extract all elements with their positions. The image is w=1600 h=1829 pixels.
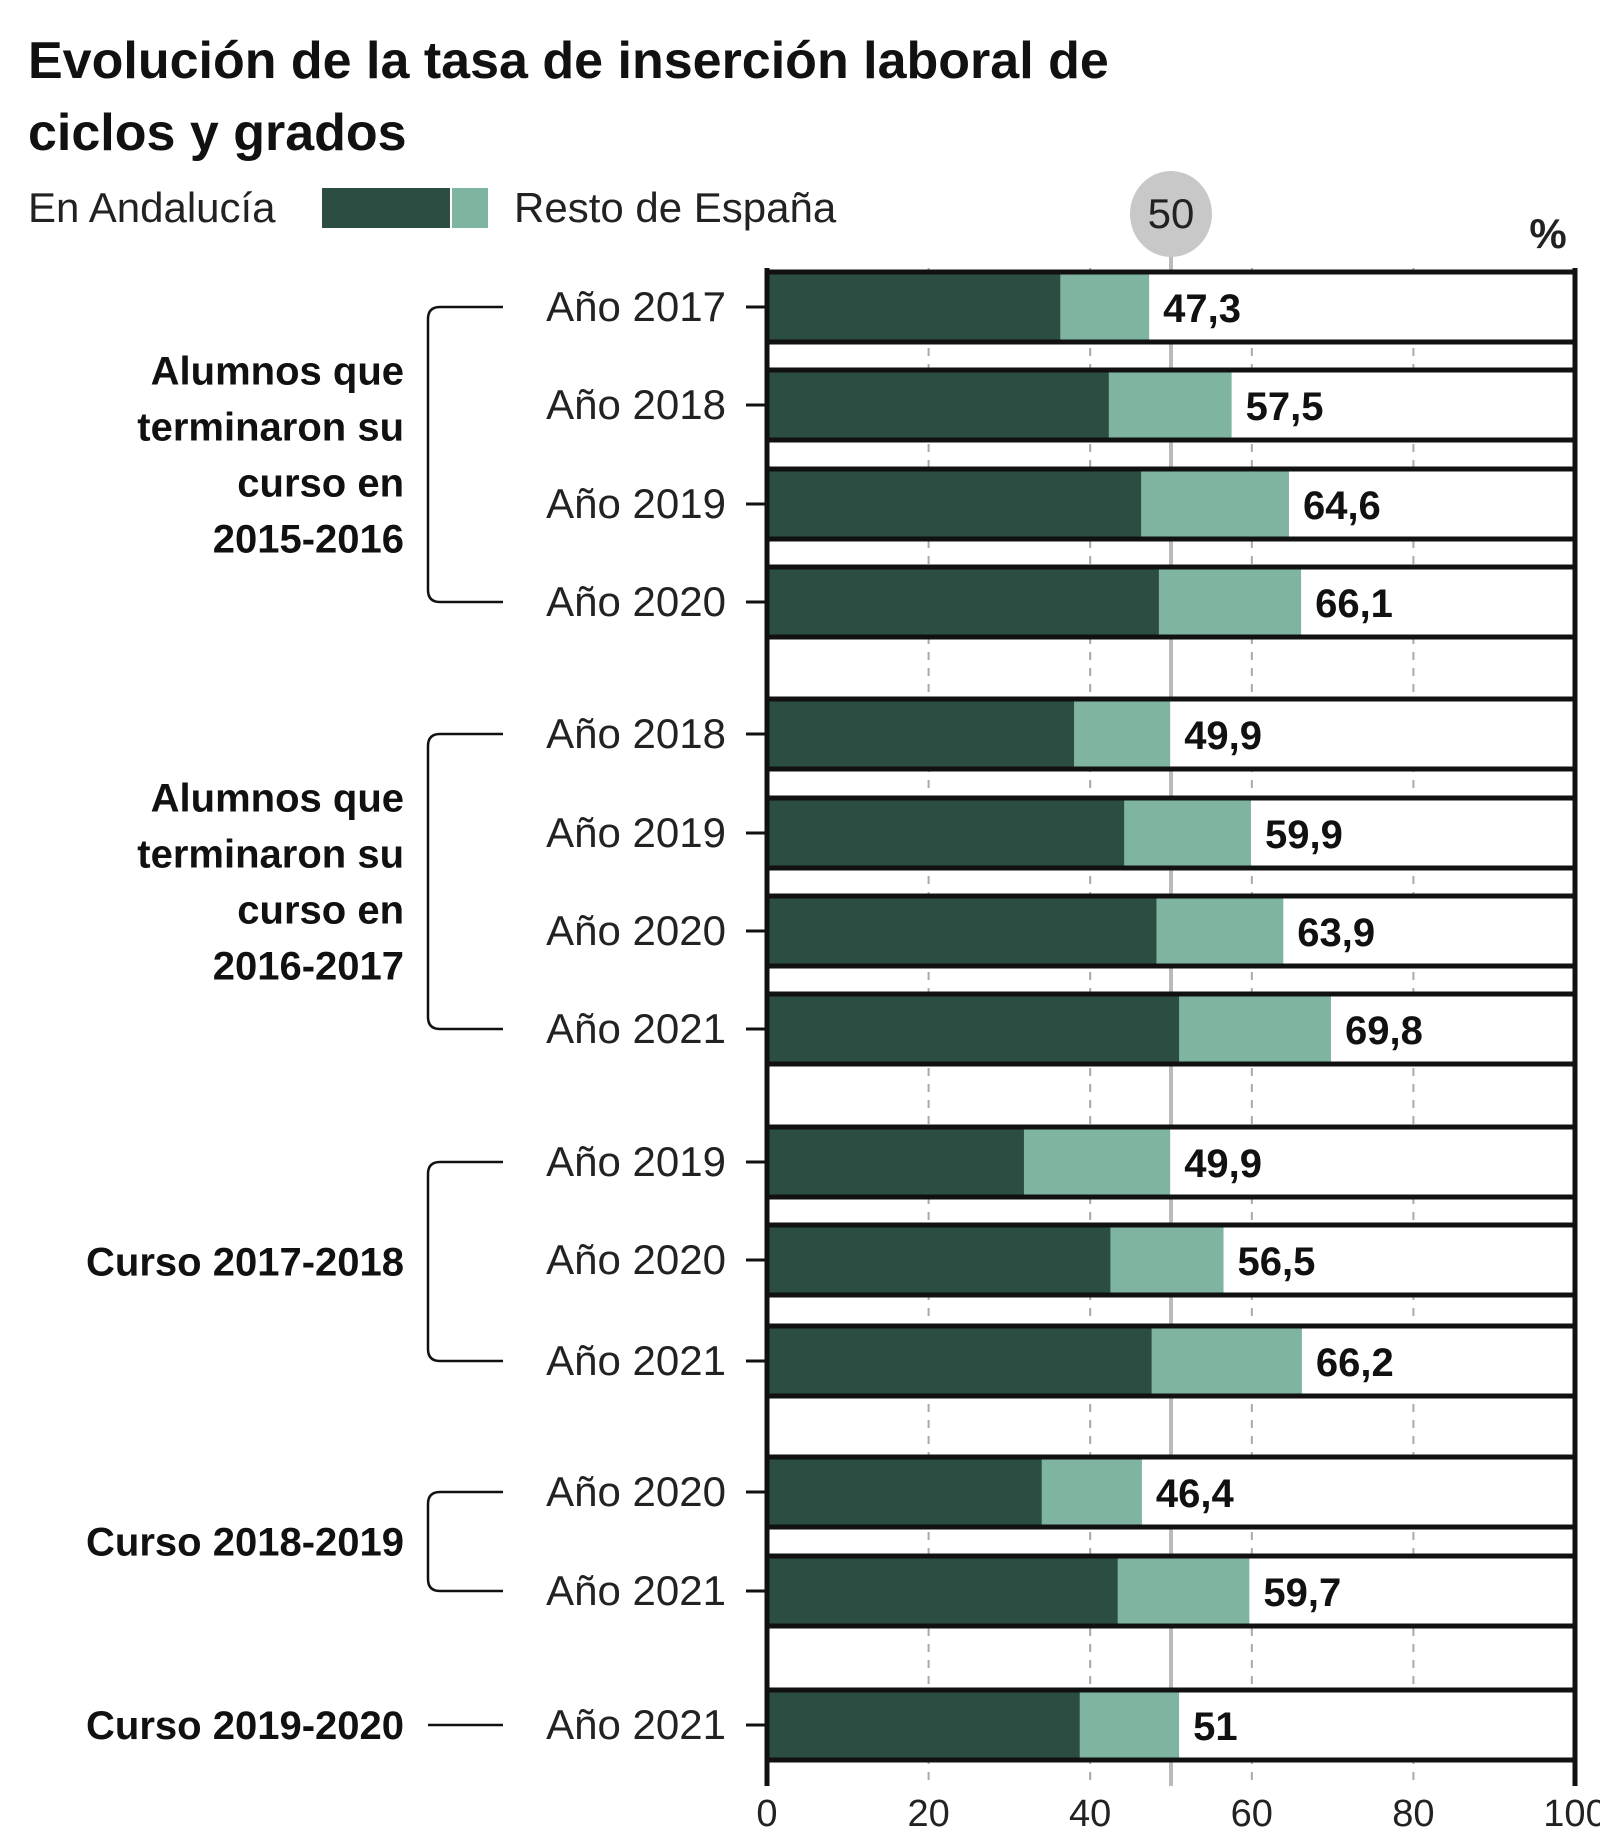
- bar-andalucia: [767, 272, 1061, 342]
- category-label: Año 2017: [546, 283, 726, 330]
- bar-andalucia: [767, 567, 1159, 637]
- group-label: 2015-2016: [213, 518, 404, 562]
- bar-andalucia: [767, 1326, 1152, 1396]
- category-label: Año 2020: [546, 1468, 726, 1515]
- group-label: Curso 2017-2018: [86, 1241, 404, 1285]
- x-tick-label: 20: [907, 1793, 949, 1829]
- value-label: 66,1: [1315, 582, 1393, 626]
- reference-marker: [1130, 171, 1212, 257]
- category-label: Año 2020: [546, 578, 726, 625]
- value-label: 63,9: [1297, 911, 1375, 955]
- bar-andalucia: [767, 469, 1142, 539]
- category-label: Año 2021: [546, 1005, 726, 1052]
- bar-andalucia: [767, 370, 1109, 440]
- legend: En Andalucía Resto de España: [28, 184, 837, 231]
- category-label: Año 2019: [546, 480, 726, 527]
- category-label: Año 2018: [546, 710, 726, 757]
- value-label: 69,8: [1345, 1009, 1423, 1053]
- group-label: terminaron su: [137, 406, 404, 450]
- unit-label: %: [1529, 210, 1566, 257]
- category-label: Año 2020: [546, 907, 726, 954]
- value-label: 59,9: [1265, 813, 1343, 857]
- bar-andalucia: [767, 798, 1125, 868]
- legend-swatch-andalucia: [322, 188, 450, 228]
- group-label: Curso 2019-2020: [86, 1704, 404, 1748]
- chart-title-line-1: Evolución de la tasa de inserción labora…: [28, 32, 1109, 90]
- category-label: Año 2021: [546, 1701, 726, 1748]
- bar-andalucia: [767, 994, 1180, 1064]
- group-label: curso en: [237, 462, 404, 506]
- value-label: 56,5: [1238, 1240, 1316, 1284]
- value-label: 46,4: [1156, 1472, 1235, 1516]
- x-tick-label: 40: [1069, 1793, 1111, 1829]
- value-label: 51: [1193, 1705, 1238, 1749]
- group-bracket: [426, 1490, 503, 1593]
- value-label: 49,9: [1184, 714, 1262, 758]
- x-tick-label: 100: [1543, 1793, 1600, 1829]
- group-label: Curso 2018-2019: [86, 1521, 404, 1565]
- bar-andalucia: [767, 1556, 1118, 1626]
- group-label: Alumnos que: [151, 777, 404, 821]
- group-label: curso en: [237, 889, 404, 933]
- chart-title-line-2: ciclos y grados: [28, 104, 407, 162]
- group-label: terminaron su: [137, 833, 404, 877]
- legend-label-andalucia: En Andalucía: [28, 184, 276, 231]
- x-tick-label: 80: [1392, 1793, 1434, 1829]
- group-label: Alumnos que: [151, 350, 404, 394]
- category-label: Año 2019: [546, 1138, 726, 1185]
- legend-swatch-resto: [452, 188, 488, 228]
- reference-label: 50: [1148, 190, 1195, 237]
- value-label: 66,2: [1316, 1341, 1394, 1385]
- group-bracket: [426, 1160, 503, 1363]
- value-label: 49,9: [1184, 1142, 1262, 1186]
- group-bracket: [426, 305, 503, 604]
- x-tick-label: 60: [1231, 1793, 1273, 1829]
- group-bracket: [426, 732, 503, 1031]
- category-label: Año 2020: [546, 1236, 726, 1283]
- group-label: 2016-2017: [213, 945, 404, 989]
- legend-label-resto: Resto de España: [514, 184, 837, 231]
- category-label: Año 2019: [546, 809, 726, 856]
- bar-andalucia: [767, 1690, 1080, 1760]
- bar-andalucia: [767, 1457, 1042, 1527]
- value-label: 47,3: [1163, 287, 1241, 331]
- category-label: Año 2018: [546, 381, 726, 428]
- category-label: Año 2021: [546, 1567, 726, 1614]
- bar-andalucia: [767, 1225, 1111, 1295]
- bar-andalucia: [767, 896, 1157, 966]
- x-tick-label: 0: [756, 1793, 777, 1829]
- category-label: Año 2021: [546, 1337, 726, 1384]
- value-label: 57,5: [1246, 385, 1324, 429]
- value-label: 59,7: [1263, 1571, 1341, 1615]
- bar-andalucia: [767, 1127, 1024, 1197]
- bar-andalucia: [767, 699, 1075, 769]
- value-label: 64,6: [1303, 484, 1381, 528]
